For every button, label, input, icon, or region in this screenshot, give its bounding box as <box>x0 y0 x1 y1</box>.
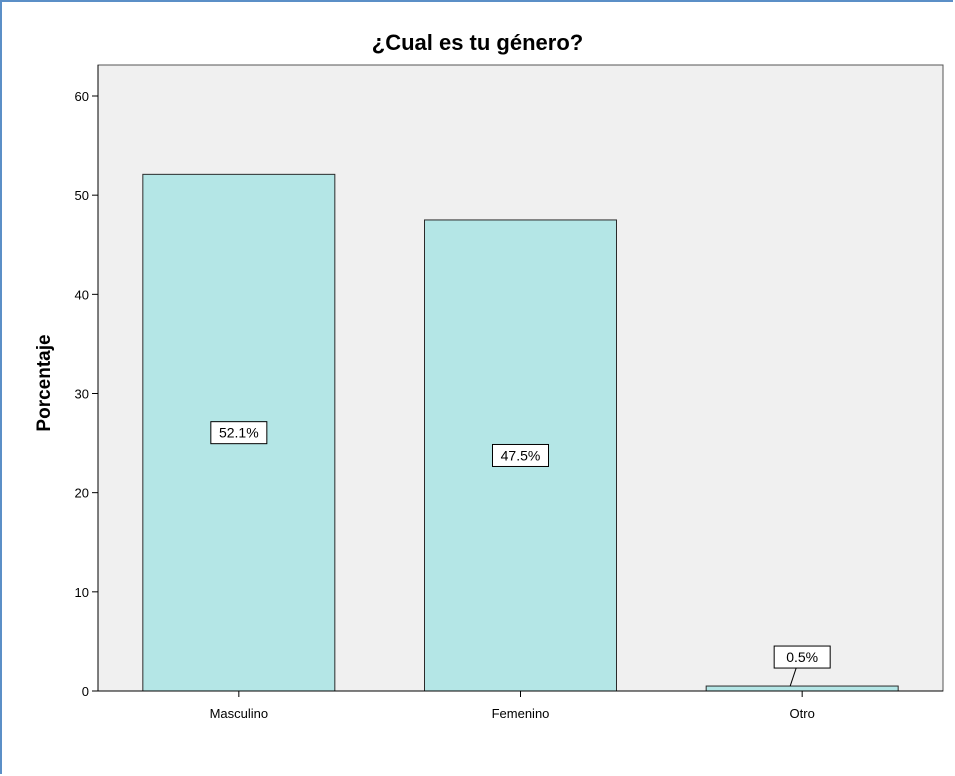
y-tick-label: 0 <box>82 684 89 699</box>
data-label: 52.1% <box>219 425 259 441</box>
y-axis: 0 10 20 30 40 50 60 <box>75 65 99 699</box>
data-label-box <box>210 421 268 445</box>
y-tick-label: 60 <box>75 89 89 104</box>
data-label: 47.5% <box>501 447 541 463</box>
y-tick-label: 40 <box>75 287 89 302</box>
data-label-leader <box>789 667 797 687</box>
bars: 52.1% 47.5% 0.5% <box>142 173 899 692</box>
data-label: 0.5% <box>786 649 818 665</box>
data-label-box <box>773 645 831 669</box>
chart-title: ¿Cual es tu género? <box>371 30 584 55</box>
data-label-box <box>492 443 549 467</box>
x-tick-label: Masculino <box>210 706 269 721</box>
x-tick-label: Femenino <box>492 706 550 721</box>
bar-otro <box>705 685 899 692</box>
x-tick-label: Otro <box>790 706 815 721</box>
y-tick-label: 50 <box>75 188 89 203</box>
y-axis-title: Porcentaje <box>34 334 55 431</box>
x-axis: Masculino Femenino Otro <box>98 690 943 721</box>
y-tick-label: 20 <box>75 486 89 501</box>
y-tick-label: 10 <box>75 585 89 600</box>
y-tick-label: 30 <box>75 387 89 402</box>
